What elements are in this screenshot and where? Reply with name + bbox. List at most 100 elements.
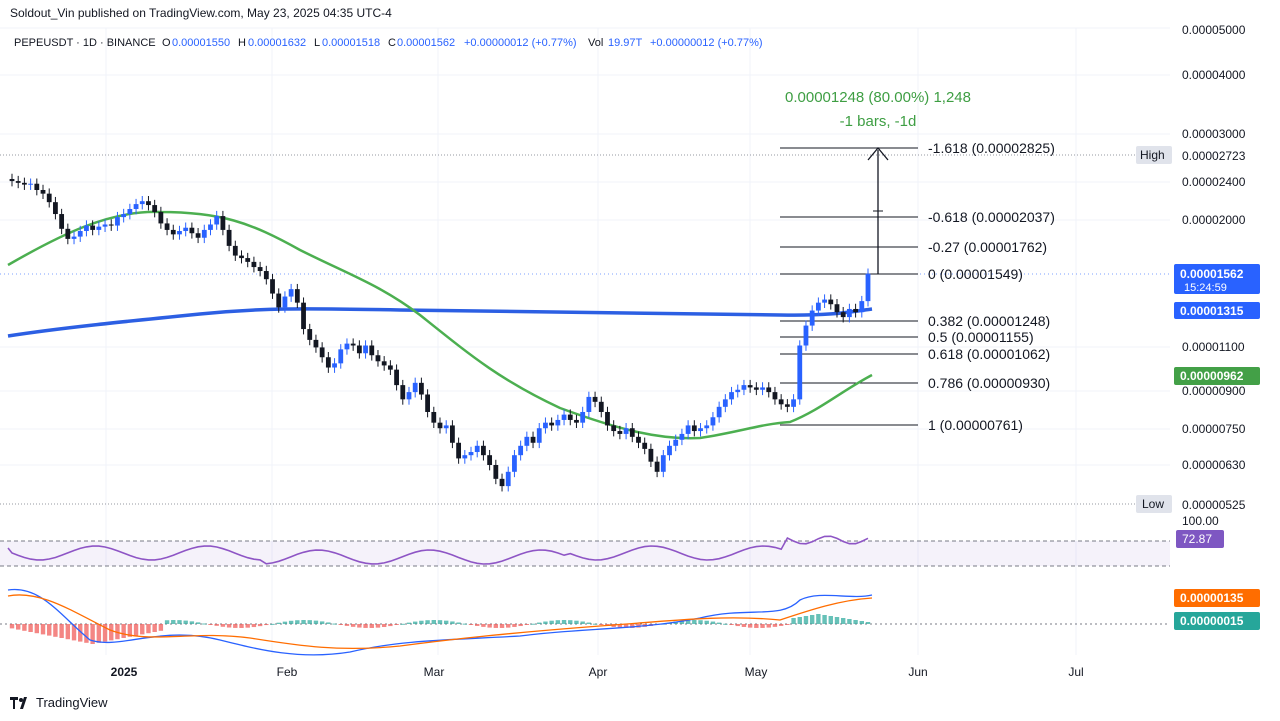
candle-body bbox=[232, 245, 238, 256]
candle-body bbox=[294, 289, 300, 303]
rsi-band bbox=[0, 541, 1170, 566]
fib-level-label: 1 (0.00000761) bbox=[928, 417, 1023, 433]
time-axis-label: Mar bbox=[424, 665, 445, 679]
macd-histogram-bar bbox=[363, 624, 368, 628]
open-label: O bbox=[162, 37, 171, 49]
candle-body bbox=[344, 343, 350, 350]
price-axis-label: 0.00005000 bbox=[1182, 23, 1246, 37]
rsi-pane bbox=[0, 535, 1170, 567]
macd-histogram-bar bbox=[437, 620, 443, 624]
macd-histogram-bar bbox=[164, 620, 170, 624]
candle-body bbox=[332, 363, 337, 368]
candle-body bbox=[425, 394, 430, 412]
macd-histogram-bar bbox=[512, 624, 517, 627]
candle-body bbox=[685, 425, 691, 434]
candle-body bbox=[276, 293, 282, 308]
price-axis-label: 0.00002400 bbox=[1182, 175, 1246, 189]
candle-body bbox=[288, 289, 294, 297]
candle-body bbox=[673, 439, 679, 446]
macd-histogram-bar bbox=[96, 624, 102, 643]
macd-histogram-bar bbox=[177, 620, 182, 624]
candle-body bbox=[46, 193, 52, 203]
macd-histogram-bar bbox=[549, 620, 554, 624]
fib-level-label: 0.618 (0.00001062) bbox=[928, 346, 1050, 362]
candle-body bbox=[195, 233, 201, 238]
price-chart[interactable]: PEPEUSDT · 1D · BINANCE O 0.00001550 H 0… bbox=[0, 0, 1280, 690]
measure-line-1: 0.00001248 (80.00%) 1,248 bbox=[785, 89, 971, 106]
candle-body bbox=[735, 389, 741, 393]
tradingview-icon bbox=[10, 696, 27, 709]
macd-histogram-bar bbox=[350, 624, 356, 627]
macd-histogram-bar bbox=[40, 624, 46, 635]
candle-body bbox=[772, 392, 778, 400]
macd-histogram-bar bbox=[288, 620, 294, 624]
candle-body bbox=[115, 217, 120, 226]
macd-histogram-bar bbox=[53, 624, 58, 637]
candle-body bbox=[450, 425, 455, 443]
macd-histogram-bar bbox=[59, 624, 64, 638]
candle-body bbox=[809, 310, 815, 326]
price-axis[interactable]: 0.00005000 0.00004000 0.00003000 0.00002400… bbox=[1182, 23, 1246, 472]
price-axis-label: 0.00003000 bbox=[1182, 127, 1246, 141]
candle-body bbox=[381, 361, 387, 366]
candle-body bbox=[338, 349, 344, 364]
candle-body bbox=[859, 301, 865, 313]
candle-body bbox=[127, 209, 133, 215]
macd-histogram-bar bbox=[388, 624, 393, 627]
candle-body bbox=[356, 345, 362, 354]
candle-body bbox=[487, 455, 493, 465]
candle-body bbox=[400, 385, 406, 400]
candle-body bbox=[146, 201, 151, 206]
macd-histogram-bar bbox=[127, 624, 133, 637]
macd-histogram-bar bbox=[71, 624, 77, 641]
fib-retracement[interactable]: -1.618 (0.00002825) -0.618 (0.00002037) -0… bbox=[780, 140, 1055, 433]
candle-body bbox=[9, 178, 15, 182]
candle-body bbox=[53, 202, 58, 215]
candle-body bbox=[164, 223, 170, 230]
candle-body bbox=[139, 201, 145, 205]
macd-value: 0.00000135 bbox=[1180, 591, 1244, 605]
macd-histogram-bar bbox=[543, 621, 548, 624]
candle-body bbox=[704, 425, 710, 429]
signal-value-badge bbox=[1174, 612, 1260, 630]
macd-histogram-bar bbox=[102, 624, 108, 642]
macd-histogram-bar bbox=[493, 624, 499, 628]
ma-blue-badge bbox=[1174, 302, 1260, 319]
candle-body bbox=[177, 231, 182, 235]
candle-body bbox=[822, 299, 827, 303]
macd-histogram-bar bbox=[22, 624, 27, 631]
candle-body bbox=[301, 302, 306, 330]
candle-body bbox=[543, 422, 548, 429]
macd-histogram-bar bbox=[679, 620, 685, 624]
open-value: 0.00001550 bbox=[172, 37, 230, 49]
candle-body bbox=[617, 431, 623, 434]
candle-body bbox=[580, 411, 586, 423]
candle-body bbox=[350, 343, 356, 346]
macd-histogram-bar bbox=[530, 623, 536, 625]
candle-body bbox=[555, 419, 561, 426]
time-axis[interactable]: 2025 Feb Mar Apr May Jun Jul bbox=[111, 665, 1084, 679]
candle-body bbox=[263, 271, 269, 280]
price-axis-label: 0.00001100 bbox=[1182, 340, 1245, 354]
candle-body bbox=[220, 216, 226, 230]
macd-histogram-bar bbox=[462, 623, 468, 625]
macd-histogram-bar bbox=[133, 624, 139, 636]
measure-line-2: -1 bars, -1d bbox=[840, 113, 917, 130]
candle-body bbox=[28, 183, 34, 185]
candle-body bbox=[592, 396, 598, 402]
macd-histogram-bar bbox=[78, 624, 83, 642]
macd-histogram-bar bbox=[828, 616, 833, 624]
ma-blue-value: 0.00001315 bbox=[1180, 304, 1244, 318]
candle-body bbox=[629, 428, 635, 437]
price-axis-label: 0.00002000 bbox=[1182, 213, 1246, 227]
macd-histogram-bar bbox=[853, 620, 858, 624]
candle-body bbox=[431, 411, 437, 423]
measure-tool[interactable]: 0.00001248 (80.00%) 1,248 -1 bars, -1d bbox=[785, 89, 971, 274]
ma-green-value: 0.00000962 bbox=[1180, 369, 1244, 383]
candle-body bbox=[853, 308, 858, 313]
macd-histogram-bar bbox=[65, 624, 71, 640]
candle-body bbox=[747, 385, 753, 388]
candle-body bbox=[214, 216, 220, 225]
rsi-value: 72.87 bbox=[1182, 532, 1212, 546]
price-axis-label: 0.00004000 bbox=[1182, 68, 1246, 82]
